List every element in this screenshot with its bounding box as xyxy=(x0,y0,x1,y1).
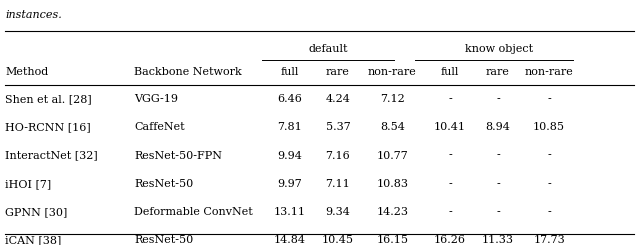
Text: -: - xyxy=(547,94,551,104)
Text: 7.16: 7.16 xyxy=(326,151,350,160)
Text: full: full xyxy=(281,67,299,77)
Text: non-rare: non-rare xyxy=(525,67,573,77)
Text: -: - xyxy=(448,94,452,104)
Text: -: - xyxy=(448,151,452,160)
Text: iHOI [7]: iHOI [7] xyxy=(5,179,51,189)
Text: -: - xyxy=(448,207,452,217)
Text: HO-RCNN [16]: HO-RCNN [16] xyxy=(5,122,91,132)
Text: 9.94: 9.94 xyxy=(278,151,302,160)
Text: iCAN [38]: iCAN [38] xyxy=(5,235,61,245)
Text: -: - xyxy=(496,94,500,104)
Text: -: - xyxy=(547,179,551,189)
Text: non-rare: non-rare xyxy=(368,67,417,77)
Text: Shen et al. [28]: Shen et al. [28] xyxy=(5,94,92,104)
Text: -: - xyxy=(496,179,500,189)
Text: 10.77: 10.77 xyxy=(376,151,408,160)
Text: rare: rare xyxy=(326,67,350,77)
Text: Deformable ConvNet: Deformable ConvNet xyxy=(134,207,253,217)
Text: 10.41: 10.41 xyxy=(434,122,466,132)
Text: 4.24: 4.24 xyxy=(326,94,350,104)
Text: Backbone Network: Backbone Network xyxy=(134,67,242,77)
Text: 13.11: 13.11 xyxy=(274,207,306,217)
Text: 8.54: 8.54 xyxy=(380,122,404,132)
Text: 9.34: 9.34 xyxy=(326,207,350,217)
Text: -: - xyxy=(547,207,551,217)
Text: 7.11: 7.11 xyxy=(326,179,350,189)
Text: default: default xyxy=(308,44,348,54)
Text: 7.81: 7.81 xyxy=(278,122,302,132)
Text: 11.33: 11.33 xyxy=(482,235,514,245)
Text: 5.37: 5.37 xyxy=(326,122,350,132)
Text: 7.12: 7.12 xyxy=(380,94,404,104)
Text: ResNet-50: ResNet-50 xyxy=(134,235,194,245)
Text: rare: rare xyxy=(486,67,510,77)
Text: 10.45: 10.45 xyxy=(322,235,354,245)
Text: -: - xyxy=(496,207,500,217)
Text: ResNet-50: ResNet-50 xyxy=(134,179,194,189)
Text: instances.: instances. xyxy=(5,10,62,20)
Text: ResNet-50-FPN: ResNet-50-FPN xyxy=(134,151,223,160)
Text: CaffeNet: CaffeNet xyxy=(134,122,185,132)
Text: 10.83: 10.83 xyxy=(376,179,408,189)
Text: VGG-19: VGG-19 xyxy=(134,94,179,104)
Text: 6.46: 6.46 xyxy=(278,94,302,104)
Text: 16.26: 16.26 xyxy=(434,235,466,245)
Text: 14.23: 14.23 xyxy=(376,207,408,217)
Text: GPNN [30]: GPNN [30] xyxy=(5,207,67,217)
Text: 9.97: 9.97 xyxy=(278,179,302,189)
Text: 10.85: 10.85 xyxy=(533,122,565,132)
Text: know object: know object xyxy=(465,44,533,54)
Text: Method: Method xyxy=(5,67,49,77)
Text: 16.15: 16.15 xyxy=(376,235,408,245)
Text: -: - xyxy=(547,151,551,160)
Text: 17.73: 17.73 xyxy=(533,235,565,245)
Text: -: - xyxy=(496,151,500,160)
Text: InteractNet [32]: InteractNet [32] xyxy=(5,151,98,160)
Text: 8.94: 8.94 xyxy=(486,122,510,132)
Text: 14.84: 14.84 xyxy=(274,235,306,245)
Text: -: - xyxy=(448,179,452,189)
Text: full: full xyxy=(441,67,459,77)
